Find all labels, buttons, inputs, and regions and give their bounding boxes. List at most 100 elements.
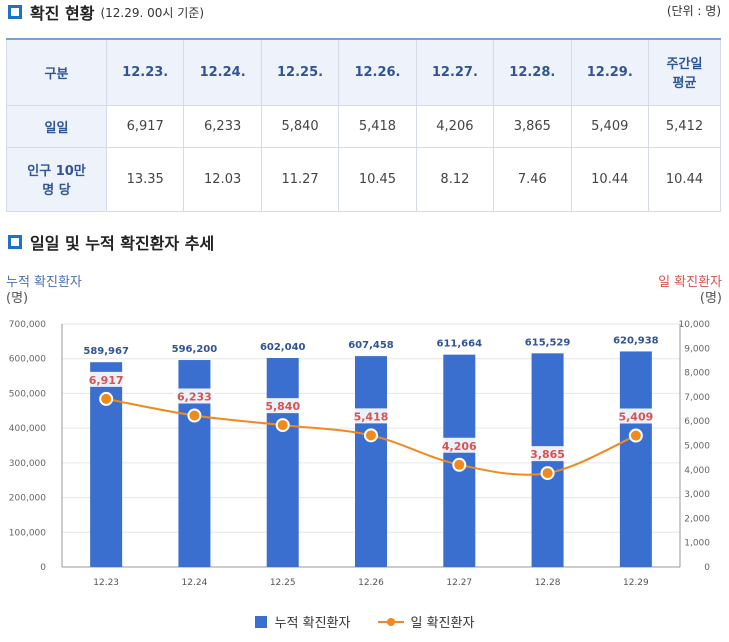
line-point bbox=[540, 466, 555, 481]
left-tick-label: 500,000 bbox=[9, 389, 46, 399]
col-header: 12.29. bbox=[570, 38, 650, 106]
bar bbox=[355, 356, 387, 567]
line-point bbox=[364, 428, 378, 443]
right-tick-label: 2,000 bbox=[684, 514, 710, 524]
right-tick-label: 7,000 bbox=[684, 393, 710, 403]
x-tick-label: 12.25 bbox=[270, 578, 296, 588]
right-tick-label: 9,000 bbox=[684, 344, 710, 354]
bar-value-label: 611,664 bbox=[437, 339, 483, 350]
stats-table: 구분 12.23. 12.24. 12.25. 12.26. 12.27. 12… bbox=[6, 38, 721, 212]
table-cell: 13.35 bbox=[105, 146, 185, 212]
right-tick-label: 4,000 bbox=[684, 466, 710, 476]
table-cell-avg: 10.44 bbox=[648, 146, 721, 212]
bar-value-label: 596,200 bbox=[172, 344, 218, 355]
section-title: 일일 및 누적 확진환자 추세 bbox=[30, 234, 215, 253]
col-header: 12.23. bbox=[105, 38, 185, 106]
line-label-bg bbox=[85, 371, 127, 387]
square-bullet-icon bbox=[8, 235, 22, 249]
line-point bbox=[628, 428, 643, 443]
line-label-bg bbox=[173, 388, 215, 404]
col-header: 12.28. bbox=[493, 38, 572, 106]
table-cell: 12.03 bbox=[183, 146, 262, 212]
line-marker-icon bbox=[378, 616, 405, 628]
line-point bbox=[452, 457, 467, 472]
line-value-label: 5,840 bbox=[265, 400, 300, 413]
right-axis-title: 일 확진환자 bbox=[658, 275, 722, 290]
left-tick-label: 700,000 bbox=[9, 320, 46, 330]
bar bbox=[619, 351, 652, 567]
legend-item-line: 일 확진환자 bbox=[378, 612, 474, 631]
col-header: 12.26. bbox=[338, 38, 417, 106]
section-title: 확진 현황 bbox=[30, 4, 95, 23]
table-header-row: 구분 12.23. 12.24. 12.25. 12.26. 12.27. 12… bbox=[6, 38, 721, 106]
left-tick-label: 0 bbox=[40, 563, 46, 573]
bar-value-label: 620,938 bbox=[613, 335, 659, 346]
line-point bbox=[275, 418, 290, 433]
bar-value-label: 589,967 bbox=[83, 346, 129, 357]
left-tick-label: 600,000 bbox=[9, 355, 46, 365]
line-value-label: 3,865 bbox=[530, 448, 565, 461]
table-cell: 8.12 bbox=[415, 146, 495, 212]
avg-label-line: 주간일 bbox=[666, 57, 703, 73]
right-tick-label: 1,000 bbox=[684, 539, 710, 549]
header-label: 구분 bbox=[6, 38, 107, 106]
section-header-trend: 일일 및 누적 확진환자 추세 bbox=[8, 230, 214, 254]
square-bullet-icon bbox=[8, 5, 22, 19]
left-axis-unit: (명) bbox=[6, 291, 28, 306]
row-label: 인구 10만 명 당 bbox=[6, 146, 107, 212]
right-tick-label: 3,000 bbox=[684, 490, 710, 500]
right-tick-label: 8,000 bbox=[684, 369, 710, 379]
left-tick-label: 200,000 bbox=[9, 494, 46, 504]
left-axis-title: 누적 확진환자 bbox=[6, 275, 82, 290]
x-tick-label: 12.23 bbox=[93, 578, 119, 588]
left-tick-label: 400,000 bbox=[9, 424, 46, 434]
line-label-bg bbox=[262, 398, 304, 414]
right-axis-unit: (명) bbox=[700, 291, 722, 306]
legend-label: 일 확진환자 bbox=[410, 616, 475, 631]
table-cell: 5,840 bbox=[260, 104, 340, 148]
legend-item-bar: 누적 확진환자 bbox=[254, 612, 351, 631]
line-value-label: 5,418 bbox=[354, 410, 389, 423]
chart-legend: 누적 확진환자 일 확진환자 bbox=[0, 612, 729, 631]
x-tick-label: 12.24 bbox=[182, 578, 208, 588]
col-header: 12.25. bbox=[260, 38, 340, 106]
line-label-bg bbox=[615, 408, 657, 424]
bar-value-label: 615,529 bbox=[525, 337, 571, 348]
table-row: 일일 6,917 6,233 5,840 5,418 4,206 3,865 5… bbox=[6, 104, 721, 148]
table-cell: 10.45 bbox=[338, 146, 417, 212]
x-tick-label: 12.28 bbox=[535, 578, 561, 588]
x-tick-label: 12.29 bbox=[623, 578, 649, 588]
left-tick-label: 100,000 bbox=[9, 528, 46, 538]
line-value-label: 5,409 bbox=[618, 411, 653, 424]
table-cell: 5,418 bbox=[338, 104, 417, 148]
line-point bbox=[99, 391, 114, 406]
line-point bbox=[187, 408, 202, 423]
right-tick-label: 10,000 bbox=[679, 320, 711, 330]
table-cell: 5,409 bbox=[570, 104, 650, 148]
bar-swatch-icon bbox=[254, 615, 267, 628]
line-label-bg bbox=[527, 446, 569, 462]
line-label-bg bbox=[438, 437, 480, 453]
bar bbox=[266, 358, 299, 567]
table-row: 인구 10만 명 당 13.35 12.03 11.27 10.45 8.12 7… bbox=[6, 146, 721, 212]
trend-chart: 누적 확진환자(명)일 확진환자(명)700,000600,000500,000… bbox=[6, 275, 722, 588]
table-cell-avg: 5,412 bbox=[648, 104, 721, 148]
unit-note: (단위 : 명) bbox=[666, 4, 721, 18]
right-tick-label: 6,000 bbox=[684, 417, 710, 427]
bar-value-label: 602,040 bbox=[260, 342, 306, 353]
avg-label-line: 평균 bbox=[672, 76, 697, 92]
bar-value-label: 607,458 bbox=[348, 340, 394, 351]
line-value-label: 4,206 bbox=[442, 440, 477, 453]
section-subtitle: (12.29. 00시 기준) bbox=[100, 5, 205, 20]
table-cell: 6,233 bbox=[183, 104, 262, 148]
line-label-bg bbox=[350, 408, 392, 424]
x-tick-label: 12.27 bbox=[446, 578, 472, 588]
section-header-status: 확진 현황 (12.29. 00시 기준) bbox=[8, 0, 204, 24]
table-cell: 6,917 bbox=[105, 104, 185, 148]
row-label: 일일 bbox=[6, 104, 107, 148]
col-header: 12.27. bbox=[415, 38, 495, 106]
legend-label: 누적 확진환자 bbox=[274, 616, 351, 631]
table-cell: 11.27 bbox=[260, 146, 340, 212]
col-header: 12.24. bbox=[183, 38, 262, 106]
